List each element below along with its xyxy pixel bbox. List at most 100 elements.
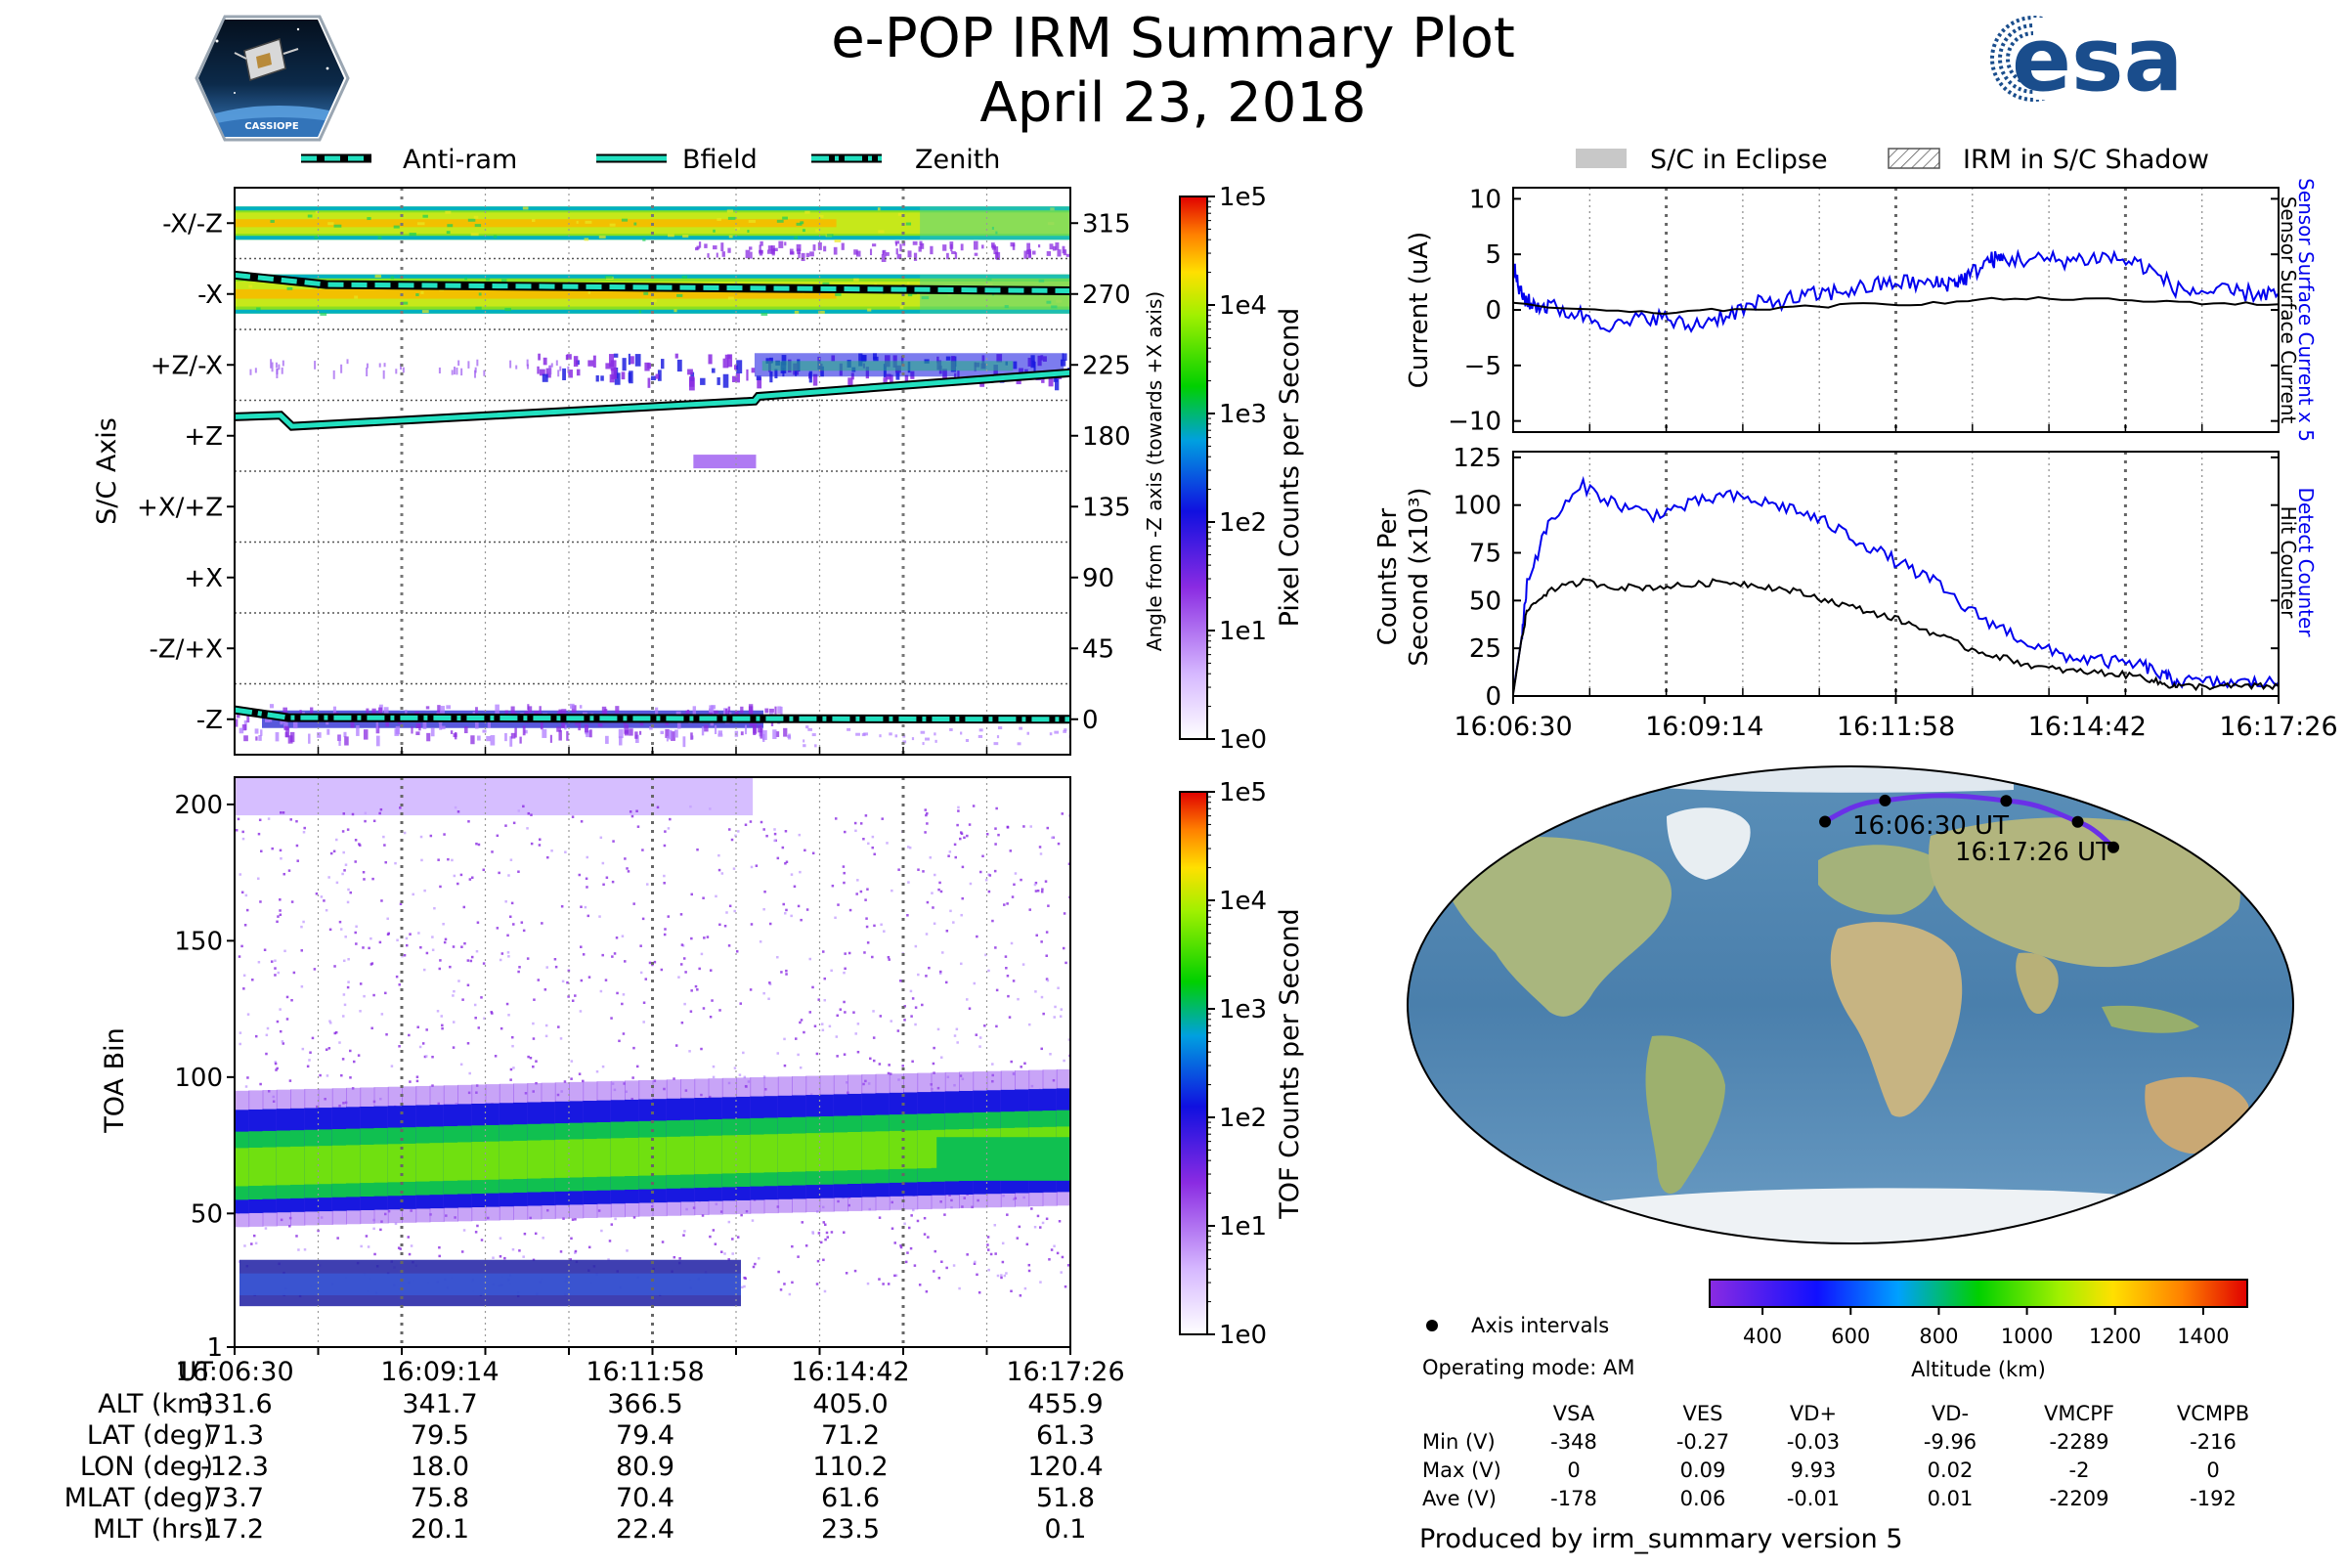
heat-speckle — [601, 953, 604, 957]
heat-speckle — [473, 215, 479, 219]
heat-speckle — [645, 883, 649, 886]
heat-speckle — [1003, 903, 1006, 906]
heat-speckle — [538, 353, 541, 361]
heat-speckle — [926, 900, 930, 904]
heat-speckle — [473, 1003, 477, 1007]
heat-speckle — [546, 855, 549, 859]
heat-speckle — [1040, 1047, 1043, 1051]
heat-speckle — [397, 1246, 401, 1249]
colorbar-tick-label: 1e3 — [1219, 400, 1267, 429]
heat-speckle — [375, 720, 379, 730]
heat-speckle — [507, 874, 510, 877]
heat-speckle — [805, 908, 809, 911]
heat-speckle — [1051, 836, 1054, 840]
heat-speckle — [494, 1055, 498, 1058]
heat-speckle — [713, 245, 717, 250]
heat-speckle — [544, 1024, 548, 1027]
ephemeris-cell: 16:17:26 — [1006, 1357, 1124, 1387]
heat-band — [693, 455, 757, 469]
heat-speckle — [794, 310, 800, 314]
heat-speckle — [690, 989, 693, 992]
heat-speckle — [688, 1050, 691, 1053]
heat-speckle — [760, 240, 763, 246]
heat-speckle — [477, 843, 481, 847]
heat-speckle — [339, 928, 343, 931]
heat-speckle — [526, 364, 529, 370]
heat-speckle — [981, 854, 984, 858]
heat-speckle — [833, 246, 838, 255]
heat-speckle — [383, 707, 389, 715]
y-tick-label: 5 — [1485, 240, 1501, 270]
heat-speckle — [740, 1213, 743, 1217]
heat-speckle — [853, 278, 859, 282]
heat-speckle — [1041, 888, 1044, 891]
heat-speckle — [642, 238, 646, 241]
heat-speckle — [984, 283, 993, 286]
heat-speckle — [622, 358, 627, 371]
heat-speckle — [522, 1255, 525, 1258]
x-tick-label: 16:09:14 — [1645, 712, 1763, 742]
heat-speckle — [320, 895, 324, 898]
heat-speckle — [631, 1076, 634, 1079]
heat-speckle — [933, 922, 936, 926]
heat-speckle — [899, 1244, 902, 1247]
heat-speckle — [467, 361, 470, 369]
heat-speckle — [584, 238, 589, 241]
y-tick-label: +Z/-X — [151, 351, 223, 380]
heat-speckle — [808, 957, 811, 961]
heat-speckle — [843, 881, 846, 885]
heat-speckle — [405, 936, 409, 940]
heat-speckle — [1033, 1225, 1037, 1229]
heat-speckle — [1063, 912, 1066, 915]
heat-speckle — [986, 1243, 989, 1246]
heat-speckle — [841, 242, 845, 250]
heat-speckle — [717, 730, 722, 735]
heat-speckle — [638, 310, 642, 314]
y-right-tick-label: 270 — [1082, 281, 1131, 310]
heat-speckle — [237, 817, 240, 821]
heat-speckle — [959, 837, 962, 841]
toa-panel-background — [235, 777, 1070, 1347]
heat-speckle — [308, 1059, 311, 1062]
heat-speckle — [491, 850, 494, 853]
heat-speckle — [869, 1057, 872, 1061]
heat-speckle — [815, 1283, 819, 1285]
heat-speckle — [987, 873, 990, 876]
heat-speckle — [638, 730, 642, 735]
heat-speckle — [490, 1011, 493, 1014]
heat-speckle — [344, 863, 348, 866]
heat-speckle — [543, 357, 547, 366]
y-right-tick-label: 90 — [1082, 564, 1114, 593]
heat-speckle — [270, 219, 275, 223]
heat-speckle — [423, 889, 426, 893]
heat-speckle — [532, 1065, 535, 1068]
heat-speckle — [438, 1245, 441, 1249]
heat-speckle — [966, 834, 969, 838]
heat-speckle — [812, 373, 818, 386]
heat-speckle — [506, 951, 510, 954]
heat-speckle — [271, 847, 274, 850]
ephemeris-cell: 79.4 — [616, 1420, 674, 1451]
heat-speckle — [969, 882, 973, 886]
heat-speckle — [720, 242, 724, 252]
heat-speckle — [925, 737, 931, 741]
heat-band — [276, 1147, 291, 1186]
heat-speckle — [1010, 941, 1014, 945]
heat-speckle — [437, 858, 440, 861]
heat-speckle — [460, 368, 463, 376]
heat-speckle — [282, 811, 285, 814]
heat-speckle — [784, 830, 788, 833]
heat-speckle — [320, 312, 327, 316]
heat-speckle — [960, 962, 963, 966]
heat-speckle — [463, 726, 468, 734]
heat-speckle — [744, 724, 748, 735]
heat-speckle — [605, 735, 609, 744]
heat-speckle — [656, 806, 660, 809]
heat-speckle — [461, 998, 464, 1001]
heat-speckle — [901, 1065, 904, 1067]
heat-speckle — [378, 940, 382, 944]
heat-speckle — [808, 370, 812, 383]
heat-speckle — [923, 1216, 927, 1220]
heat-speckle — [425, 1055, 428, 1058]
heat-speckle — [571, 999, 575, 1002]
